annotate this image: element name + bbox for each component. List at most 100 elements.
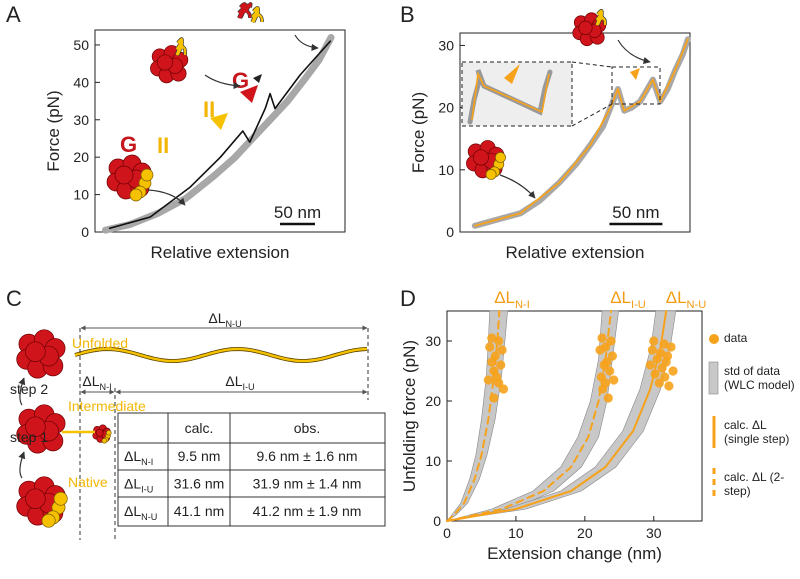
row-label-main: ΔL bbox=[124, 448, 141, 464]
stage-label: Intermediate bbox=[68, 398, 146, 414]
data-point bbox=[485, 342, 495, 352]
y-axis-label: Unfolding force (pN) bbox=[400, 340, 419, 492]
scale-bar-label: 50 nm bbox=[612, 203, 659, 222]
data-point bbox=[657, 363, 667, 373]
marker-arrow bbox=[504, 64, 520, 84]
row-label-sub: N-U bbox=[141, 512, 157, 522]
stage-label: Unfolded bbox=[72, 335, 128, 351]
data-point bbox=[650, 369, 660, 379]
y-tick-label: 10 bbox=[438, 162, 454, 178]
y-tick-label: 10 bbox=[73, 187, 89, 203]
row-label: ΔLN-I bbox=[124, 448, 153, 467]
unfolded-chain bbox=[74, 347, 368, 363]
protein-domain bbox=[25, 488, 46, 509]
unfolded-chain bbox=[251, 6, 264, 23]
data-point bbox=[487, 357, 497, 367]
pointer-arrow bbox=[18, 377, 26, 406]
data-point bbox=[664, 381, 674, 391]
length-label-sub: I-U bbox=[243, 382, 255, 392]
row-label: ΔLN-U bbox=[124, 503, 157, 522]
data-point bbox=[497, 345, 507, 355]
data-point bbox=[494, 336, 504, 346]
data-point bbox=[489, 393, 499, 403]
row-label-sub: N-I bbox=[141, 457, 153, 467]
x-tick-label: 0 bbox=[443, 525, 451, 541]
x-axis-label: Extension change (nm) bbox=[487, 544, 662, 563]
legend-marker bbox=[708, 361, 719, 395]
unfolded-chain bbox=[237, 2, 252, 19]
delta-label-main: ΔL bbox=[610, 288, 631, 307]
protein-domain bbox=[106, 430, 112, 436]
x-tick-label: 30 bbox=[646, 525, 662, 541]
protein bbox=[92, 424, 112, 444]
annotation: II bbox=[157, 133, 169, 158]
delta-label-main: ΔL bbox=[666, 288, 687, 307]
data-point bbox=[603, 393, 613, 403]
data-point bbox=[605, 366, 615, 376]
protein bbox=[150, 45, 189, 84]
protein-domain bbox=[156, 54, 173, 71]
table-header: obs. bbox=[294, 420, 320, 436]
delta-label: ΔLI-U bbox=[610, 288, 646, 311]
length-label: ΔLN-I bbox=[82, 373, 111, 392]
data-point bbox=[496, 360, 506, 370]
protein-domain bbox=[53, 491, 68, 506]
y-axis-label: Force (pN) bbox=[409, 92, 428, 173]
y-tick-label: 30 bbox=[73, 112, 89, 128]
data-line bbox=[473, 38, 689, 227]
y-tick-label: 30 bbox=[438, 37, 454, 53]
row-label-sub: I-U bbox=[141, 485, 153, 495]
data-line bbox=[108, 40, 332, 230]
marker-arrow bbox=[630, 68, 640, 80]
legend-label: data bbox=[724, 331, 748, 345]
protein-domain bbox=[140, 168, 154, 182]
length-label: ΔLN-U bbox=[208, 310, 241, 329]
x-axis-label: Relative extension bbox=[151, 243, 290, 262]
data-point bbox=[649, 336, 659, 346]
protein bbox=[572, 12, 607, 47]
data-point bbox=[598, 384, 608, 394]
data-point bbox=[498, 384, 509, 394]
x-tick-label: 10 bbox=[508, 525, 524, 541]
delta-label: ΔLN-U bbox=[666, 288, 707, 311]
y-tick-label: 20 bbox=[425, 393, 441, 409]
y-tick-label: 40 bbox=[73, 74, 89, 90]
annotation: II bbox=[203, 97, 215, 122]
data-point bbox=[595, 345, 605, 355]
panel-label: D bbox=[400, 286, 416, 311]
legend-marker bbox=[709, 334, 719, 344]
annotation: G bbox=[120, 132, 137, 157]
protein-domain bbox=[41, 513, 56, 528]
data-point bbox=[597, 333, 607, 343]
y-axis-label: Force (pN) bbox=[44, 90, 63, 171]
y-tick-label: 0 bbox=[433, 513, 441, 529]
y-tick-label: 0 bbox=[446, 224, 454, 240]
data-point bbox=[645, 360, 655, 370]
data-point bbox=[668, 366, 678, 376]
pointer-arrow bbox=[18, 451, 26, 479]
protein-domain bbox=[578, 20, 593, 35]
data-point bbox=[654, 378, 664, 388]
delta-label-sub: N-U bbox=[687, 299, 707, 311]
data-point bbox=[483, 375, 493, 385]
zoom-box bbox=[611, 66, 661, 105]
zoom-link bbox=[571, 103, 613, 127]
protein-domain bbox=[25, 341, 46, 362]
data-point bbox=[659, 339, 669, 349]
data-point bbox=[609, 375, 619, 385]
data-point bbox=[599, 360, 609, 370]
protein-domain bbox=[101, 438, 108, 444]
delta-label-sub: I-U bbox=[631, 299, 646, 311]
protein-domain bbox=[95, 428, 104, 437]
panel-label: C bbox=[6, 286, 22, 311]
legend-label: calc. ΔL (single step) bbox=[724, 418, 790, 446]
protein-domain bbox=[495, 151, 506, 163]
length-label-main: ΔL bbox=[208, 310, 225, 326]
unfolded-chain bbox=[175, 38, 187, 56]
y-tick-label: 50 bbox=[73, 37, 89, 53]
annotation: G bbox=[232, 68, 249, 93]
protein-domain bbox=[25, 416, 46, 437]
length-label: ΔLI-U bbox=[225, 373, 254, 392]
protein bbox=[466, 140, 506, 180]
